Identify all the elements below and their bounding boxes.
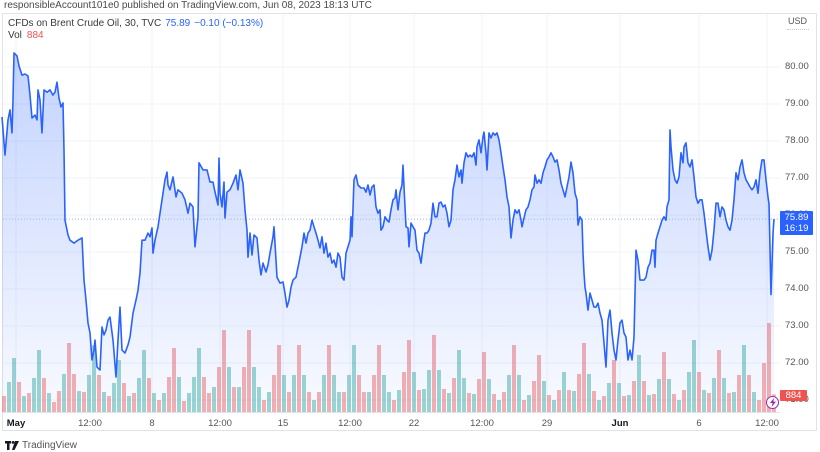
currency-label[interactable]: USD [788,16,808,26]
symbol-title: CFDs on Brent Crude Oil, 30, TVC [8,18,162,29]
time-tick: 15 [277,418,289,429]
lightning-icon [769,398,776,407]
volume-value: 884 [26,30,44,41]
time-tick: 12:00 [208,418,232,429]
bar-countdown: 16:19 [784,223,809,234]
time-tick: 12:00 [470,418,494,429]
chart-legend: CFDs on Brent Crude Oil, 30, TVC 75.89 −0.… [8,18,263,42]
time-tick: 29 [541,418,553,429]
time-tick: 12:00 [78,418,102,429]
price-line [1,52,775,378]
volume-label: Vol [8,30,22,41]
publish-info: responsibleAccount101e0 published on Tra… [4,0,372,11]
time-tick: 6 [696,418,702,429]
price-tick: 75.00 [785,246,809,257]
time-tick: Jun [611,418,629,429]
price-tick: 79.00 [785,98,809,109]
price-tick: 78.00 [785,135,809,146]
time-tick: May [6,418,26,429]
brand-name: TradingView [22,440,78,451]
time-tick: 12:00 [755,418,779,429]
last-price-badge: 75.89 16:19 [780,211,813,235]
legend-last-price: 75.89 [165,18,191,29]
price-area [2,52,774,413]
price-tick: 73.00 [785,320,809,331]
time-tick: 22 [408,418,420,429]
price-tick: 74.00 [785,283,809,294]
last-price-value: 75.89 [784,212,809,223]
currency-divider [787,29,809,30]
legend-change: −0.10 (−0.13%) [194,18,264,29]
volume-badge: 884 [780,390,807,401]
tradingview-brand[interactable]: TradingView [5,440,77,451]
tradingview-logo-icon [5,441,19,450]
price-tick: 72.00 [785,357,809,368]
time-tick: 12:00 [338,418,362,429]
legend-symbol-row[interactable]: CFDs on Brent Crude Oil, 30, TVC 75.89 −0.… [8,18,263,30]
alert-button[interactable] [766,396,779,409]
time-tick: 8 [149,418,155,429]
legend-volume-row[interactable]: Vol 884 [8,30,263,42]
price-tick: 80.00 [785,61,809,72]
price-tick: 77.00 [785,172,809,183]
